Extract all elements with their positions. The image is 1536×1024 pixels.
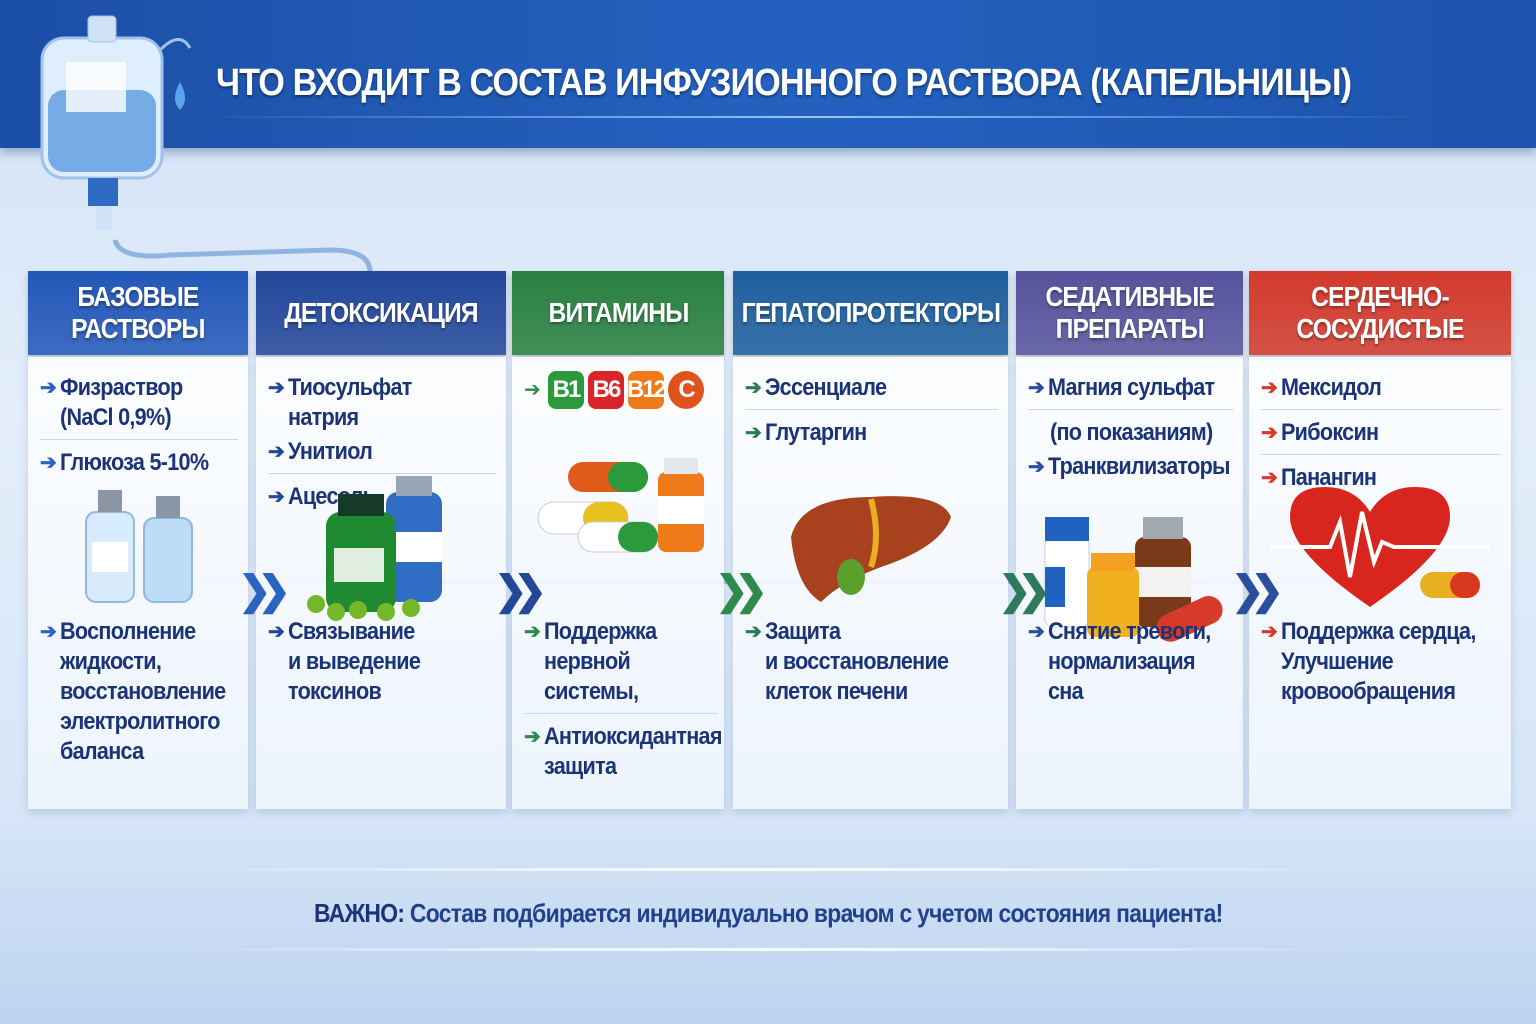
arrow-right-icon: ➔ <box>1028 377 1045 399</box>
items-item: (по показаниям) <box>1050 419 1213 446</box>
items-item: ➔ Рибоксин <box>1261 416 1501 455</box>
flow-arrow-icon: ❯❯ <box>715 569 768 613</box>
arrow-right-icon: ➔ <box>40 377 57 399</box>
items-item: ➔ Унитиол <box>268 435 496 474</box>
flow-arrow-icon: ❯❯ <box>998 569 1051 613</box>
vitamin-badge: B1 <box>548 371 584 409</box>
footer-label: ВАЖНО: <box>313 898 405 928</box>
column-header: ДЕТОКСИКАЦИЯ <box>256 271 506 355</box>
column-body: ➔ Физраствор (NaCl 0,9%) ➔ Глюкоза 5-10% ➔ В… <box>28 357 248 809</box>
vitamin-badge: B6 <box>588 371 624 409</box>
header-banner <box>0 0 1536 148</box>
liver-icon <box>733 467 1008 627</box>
arrow-right-icon: ➔ <box>40 452 57 474</box>
items-item: ➔ Глюкоза 5-10% <box>40 449 209 476</box>
flow-arrow-icon: ❯❯ <box>1231 569 1284 613</box>
divider <box>180 868 1356 871</box>
arrow-right-icon: ➔ <box>524 726 541 748</box>
arrow-right-icon: ➔ <box>524 621 541 643</box>
column-header: СЕДАТИВНЫЕ ПРЕПАРАТЫ <box>1016 271 1243 355</box>
arrow-right-icon: ➔ <box>1261 422 1278 444</box>
flow-arrow-icon: ❯❯ <box>494 569 547 613</box>
arrow-right-icon: ➔ <box>745 377 762 399</box>
arrow-right-icon: ➔ <box>524 379 541 401</box>
vitamin-badge: C <box>668 371 704 409</box>
benefits-item: ➔ Восполнение жидкости, восстановление эл… <box>40 618 226 765</box>
items-item: ➔ Панангин <box>1261 464 1377 491</box>
benefits-item: ➔ Защита и восстановление клеток печени <box>745 618 949 705</box>
column-body: ➔ Тиосульфат натрия ➔ Унитиол ➔ Ацесоль ➔ Связ… <box>256 357 506 809</box>
arrow-right-icon: ➔ <box>1261 467 1278 489</box>
pill-bottles-icon <box>1016 497 1243 657</box>
heart-icon <box>1249 467 1511 627</box>
benefits-item: ➔ Поддержка сердца, Улучшение кровообраще… <box>1261 618 1476 705</box>
arrow-right-icon: ➔ <box>40 621 57 643</box>
vitamin-badge: B12 <box>627 371 667 409</box>
capsules-icon <box>512 427 724 587</box>
arrow-right-icon: ➔ <box>268 486 285 508</box>
footer-note: ВАЖНО: Состав подбирается индивидуально … <box>0 898 1536 929</box>
benefits-item: ➔ Связывание и выведение токсинов <box>268 618 421 705</box>
column-header: ВИТАМИНЫ <box>512 271 724 355</box>
category-column: ВИТАМИНЫ ➔ B1 B6 B12 C ➔ Поддержка нервной си… <box>512 271 724 809</box>
category-column: СЕДАТИВНЫЕ ПРЕПАРАТЫ ➔ Магния сульфат (по … <box>1016 271 1243 809</box>
arrow-right-icon: ➔ <box>1028 621 1045 643</box>
category-column: ГЕПАТОПРОТЕКТОРЫ ➔ Эссенциале ➔ Глутаргин ➔… <box>733 271 1008 809</box>
divider <box>200 116 1436 118</box>
footer-text: Состав подбирается индивидуально врачом … <box>404 898 1223 928</box>
items-item: ➔ Магния сульфат <box>1028 371 1233 410</box>
arrow-right-icon: ➔ <box>745 621 762 643</box>
arrow-right-icon: ➔ <box>1261 377 1278 399</box>
benefits-item: ➔ Антиоксидантная защита <box>524 723 722 780</box>
detox-bottles-icon <box>256 467 506 627</box>
column-header: ГЕПАТОПРОТЕКТОРЫ <box>733 271 1008 355</box>
items-item: ➔ Глутаргин <box>745 419 867 446</box>
vitamin-badges: ➔ B1 B6 B12 C <box>524 371 714 409</box>
benefits-item: ➔ Поддержка нервной системы, <box>524 615 718 714</box>
column-header: БАЗОВЫЕ РАСТВОРЫ <box>28 271 248 355</box>
saline-bottles-icon <box>28 467 248 627</box>
items-item: ➔ Тиосульфат натрия <box>268 374 412 431</box>
items-item: ➔ Физраствор (NaCl 0,9%) <box>40 371 238 440</box>
arrow-right-icon: ➔ <box>1028 456 1045 478</box>
column-header: СЕРДЕЧНО- СОСУДИСТЫЕ <box>1249 271 1511 355</box>
items-item: ➔ Транквилизаторы <box>1028 453 1231 480</box>
category-column: СЕРДЕЧНО- СОСУДИСТЫЕ ➔ Мексидол ➔ Рибоксин ➔… <box>1249 271 1511 809</box>
arrow-right-icon: ➔ <box>268 441 285 463</box>
items-item: ➔ Мексидол <box>1261 371 1501 410</box>
column-body: ➔ Эссенциале ➔ Глутаргин ➔ Защита и восстано… <box>733 357 1008 809</box>
arrow-right-icon: ➔ <box>268 377 285 399</box>
iv-bag-icon <box>40 15 373 273</box>
flow-arrow-icon: ❯❯ <box>238 569 291 613</box>
column-body: ➔ Мексидол ➔ Рибоксин ➔ Панангин ➔ Поддержка с… <box>1249 357 1511 809</box>
benefits-item: ➔ Снятие тревоги, нормализация сна <box>1028 618 1211 705</box>
column-body: ➔ Магния сульфат (по показаниям) ➔ Транквили… <box>1016 357 1243 809</box>
column-body: ➔ B1 B6 B12 C ➔ Поддержка нервной системы, ➔ Ан… <box>512 357 724 809</box>
page-title: ЧТО ВХОДИТ В СОСТАВ ИНФУЗИОННОГО РАСТВОР… <box>216 62 1352 104</box>
category-column: БАЗОВЫЕ РАСТВОРЫ ➔ Физраствор (NaCl 0,9%)… <box>28 271 248 809</box>
divider <box>180 948 1356 951</box>
items-item: ➔ Эссенциале <box>745 371 998 410</box>
arrow-right-icon: ➔ <box>268 621 285 643</box>
category-column: ДЕТОКСИКАЦИЯ ➔ Тиосульфат натрия ➔ Унитиол ➔… <box>256 271 506 809</box>
arrow-right-icon: ➔ <box>1261 621 1278 643</box>
arrow-right-icon: ➔ <box>745 422 762 444</box>
